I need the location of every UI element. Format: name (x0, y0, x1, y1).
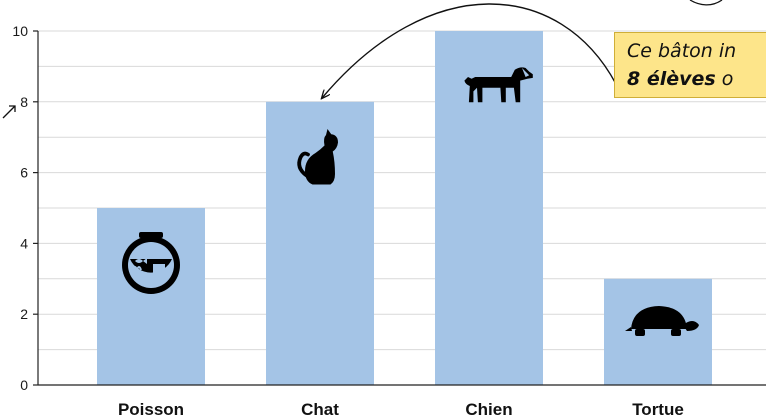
axes (33, 30, 766, 386)
y-tick-label: 4 (20, 235, 28, 251)
bar-chat (266, 101, 374, 386)
x-category-labels: Poisson Chat Chien Tortue (118, 400, 684, 419)
dog-icon (464, 67, 533, 103)
turtle-icon (625, 306, 699, 336)
y-tick-label: 10 (12, 23, 28, 39)
annotation-line2: 8 élèves o (627, 65, 766, 93)
partial-arrow-left (2, 105, 16, 119)
bar-icons (122, 67, 699, 336)
annotation-line2-bold: 8 élèves (627, 68, 716, 90)
x-category-label: Poisson (118, 400, 184, 419)
y-tick-label: 0 (20, 377, 28, 393)
annotation-line2-rest: o (715, 68, 734, 90)
y-tick-label: 8 (20, 94, 28, 110)
annotation-line1: Ce bâton in (627, 40, 737, 62)
x-category-label: Tortue (632, 400, 684, 419)
bar-chien (435, 31, 543, 385)
x-category-label: Chien (465, 400, 512, 419)
x-category-label: Chat (301, 400, 339, 419)
y-tick-label: 6 (20, 165, 28, 181)
bar-tortue (604, 278, 712, 385)
annotation-callout: Ce bâton in 8 élèves o (614, 32, 766, 98)
partial-arrow-top-right (689, 0, 723, 6)
y-tick-label: 2 (20, 306, 28, 322)
cat-icon (297, 129, 338, 185)
fishbowl-icon (122, 232, 180, 294)
y-tick-labels: 0 2 4 6 8 10 (12, 23, 28, 393)
annotation-arrow (322, 3, 617, 98)
